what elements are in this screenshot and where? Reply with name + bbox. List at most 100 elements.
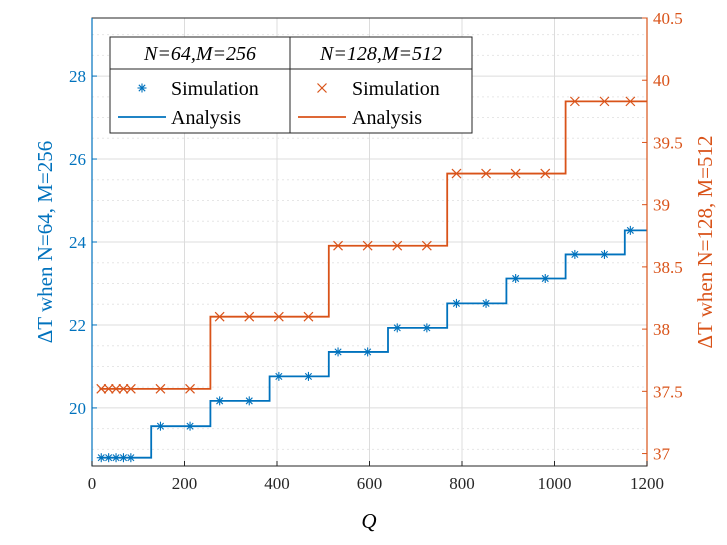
asterisk-stroke <box>452 299 461 307</box>
legend-ana-blue-label: Analysis <box>171 107 241 129</box>
legend-sim-blue-marker <box>137 83 147 93</box>
ticks: 0 200 400 600 800 1000 1200 20 22 24 26 28 37 37.5 38 3… <box>69 9 683 493</box>
simulation-point-orange <box>451 168 462 179</box>
legend-cross <box>317 83 327 93</box>
simulation-point-orange <box>481 168 491 179</box>
simulation-point-blue <box>540 274 550 284</box>
asterisk-stroke <box>626 226 634 234</box>
cross-stroke <box>569 96 580 107</box>
left-y-tick-label: 28 <box>69 67 86 86</box>
right-y-tick-label: 39 <box>653 196 670 215</box>
cross-stroke <box>625 96 636 107</box>
left-y-tick-label: 24 <box>69 233 87 252</box>
cross-stroke <box>333 240 343 251</box>
simulation-point-orange <box>111 383 121 394</box>
simulation-point-orange <box>96 383 107 394</box>
cross-stroke <box>510 168 521 179</box>
asterisk-stroke <box>512 274 520 283</box>
cross-stroke <box>111 383 121 394</box>
x-tick-label: 1200 <box>630 474 664 493</box>
asterisk-stroke <box>112 454 120 462</box>
legend-group1-header: N=64,M=256 <box>143 43 256 65</box>
simulation-point-orange <box>569 96 580 107</box>
cross-stroke <box>481 168 491 179</box>
simulation-point-orange <box>303 311 314 322</box>
simulation-point-blue <box>126 453 136 463</box>
simulation-point-orange <box>118 383 129 394</box>
simulation-point-orange <box>103 383 114 394</box>
cross-stroke <box>244 311 255 322</box>
simulation-point-blue <box>244 396 254 406</box>
cross-stroke <box>214 311 225 322</box>
simulation-point-orange <box>333 240 343 251</box>
asterisk-stroke <box>275 372 283 380</box>
asterisk-stroke <box>119 454 128 462</box>
right-y-axis-label: ΔT when N=128, M=512 <box>693 136 717 349</box>
left-y-tick-label: 26 <box>69 150 86 169</box>
right-y-tick-label: 40 <box>653 71 670 90</box>
legend-sim-orange-label: Simulation <box>352 78 440 100</box>
analysis-line-orange <box>99 100 647 390</box>
simulation-point-orange <box>214 311 225 322</box>
legend-sim-blue-label: Simulation <box>171 78 259 100</box>
asterisk-stroke <box>393 324 401 332</box>
right-y-tick-label: 39.5 <box>653 133 683 152</box>
cross-stroke <box>599 96 610 107</box>
x-tick-label: 400 <box>264 474 290 493</box>
cross-stroke <box>303 311 314 322</box>
cross-stroke <box>185 383 195 394</box>
cross-stroke <box>155 383 166 394</box>
asterisk-stroke <box>127 454 135 462</box>
cross-stroke <box>118 383 129 394</box>
asterisk-stroke <box>600 250 609 259</box>
simulation-point-orange <box>540 168 551 179</box>
simulation-point-blue <box>511 274 521 284</box>
left-y-tick-label: 20 <box>69 399 86 418</box>
cross-stroke <box>362 240 373 251</box>
legend-box <box>109 36 473 134</box>
simulation-point-orange <box>510 168 521 179</box>
cross-stroke <box>273 311 284 322</box>
left-y-axis-label: ΔT when N=64, M=256 <box>33 141 57 343</box>
x-tick-label: 1000 <box>538 474 572 493</box>
right-y-tick-label: 40.5 <box>653 9 683 28</box>
right-y-tick-label: 38.5 <box>653 258 683 277</box>
right-y-tick-label: 38 <box>653 320 670 339</box>
simulation-point-blue <box>451 298 461 308</box>
simulation-point-blue <box>303 371 313 381</box>
x-tick-label: 0 <box>88 474 97 493</box>
simulation-point-orange <box>421 240 432 251</box>
simulation-point-blue <box>481 298 491 308</box>
simulation-point-orange <box>185 383 195 394</box>
legend: N=64,M=256 N=128,M=512 Simulation Analys… <box>109 36 473 134</box>
asterisk-stroke <box>186 422 194 430</box>
simulation-point-orange <box>273 311 284 322</box>
simulation-point-blue <box>215 396 225 406</box>
asterisk-stroke <box>216 397 224 405</box>
x-tick-label: 600 <box>357 474 383 493</box>
cross-stroke <box>451 168 462 179</box>
x-tick-label: 200 <box>172 474 198 493</box>
cross-stroke <box>392 240 403 251</box>
simulation-point-blue <box>185 421 195 431</box>
legend-asterisk <box>137 83 147 93</box>
asterisk-stroke <box>482 299 490 307</box>
cross-stroke <box>125 383 136 394</box>
series-layer <box>96 96 647 463</box>
legend-group2-header: N=128,M=512 <box>319 43 442 65</box>
asterisk-stroke <box>156 422 165 430</box>
x-axis-label: Q <box>361 509 376 533</box>
simulation-point-blue <box>155 421 165 431</box>
right-y-tick-label: 37 <box>653 445 671 464</box>
simulation-point-orange <box>125 383 136 394</box>
simulation-point-blue <box>274 371 284 381</box>
simulation-point-orange <box>362 240 373 251</box>
simulation-point-orange <box>599 96 610 107</box>
asterisk-stroke <box>334 348 342 356</box>
simulation-point-orange <box>155 383 166 394</box>
asterisk-stroke <box>364 348 372 356</box>
simulation-point-orange <box>625 96 636 107</box>
left-y-tick-label: 22 <box>69 316 86 335</box>
cross-stroke <box>317 83 327 93</box>
simulation-point-blue <box>333 347 343 357</box>
